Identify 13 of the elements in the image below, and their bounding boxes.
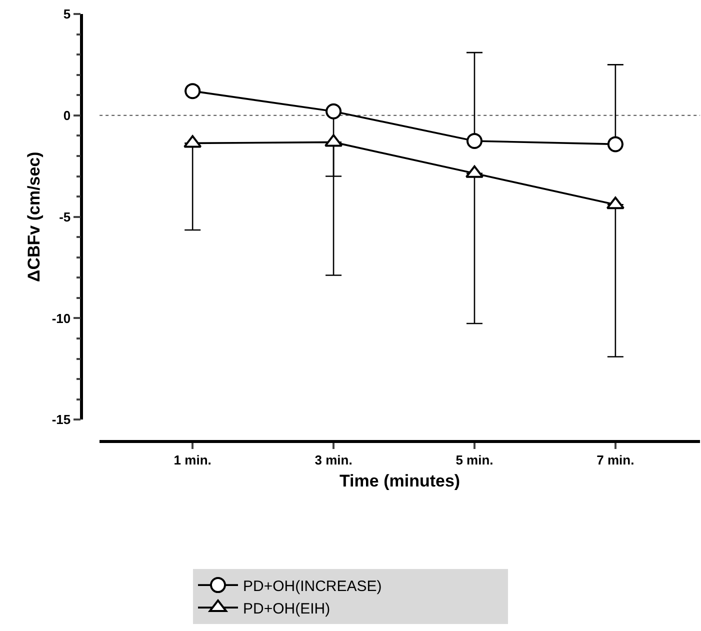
y-tick-label: 5 (63, 6, 71, 22)
x-tick-label: 5 min. (456, 452, 494, 468)
y-tick-label: 0 (63, 108, 71, 123)
y-axis-title: ΔCBFv (cm/sec) (24, 152, 44, 282)
x-tick-label: 3 min. (314, 452, 352, 468)
y-tick-label: -10 (52, 310, 71, 326)
y-tick-label: -5 (59, 209, 71, 224)
y-tick-label: -15 (52, 412, 71, 428)
legend-label: PD+OH(EIH) (243, 600, 330, 618)
x-tick-label: 1 min. (174, 452, 212, 468)
x-axis-title: Time (minutes) (339, 472, 460, 491)
legend-label: PD+OH(INCREASE) (243, 578, 382, 595)
x-tick-label: 7 min. (596, 452, 634, 468)
